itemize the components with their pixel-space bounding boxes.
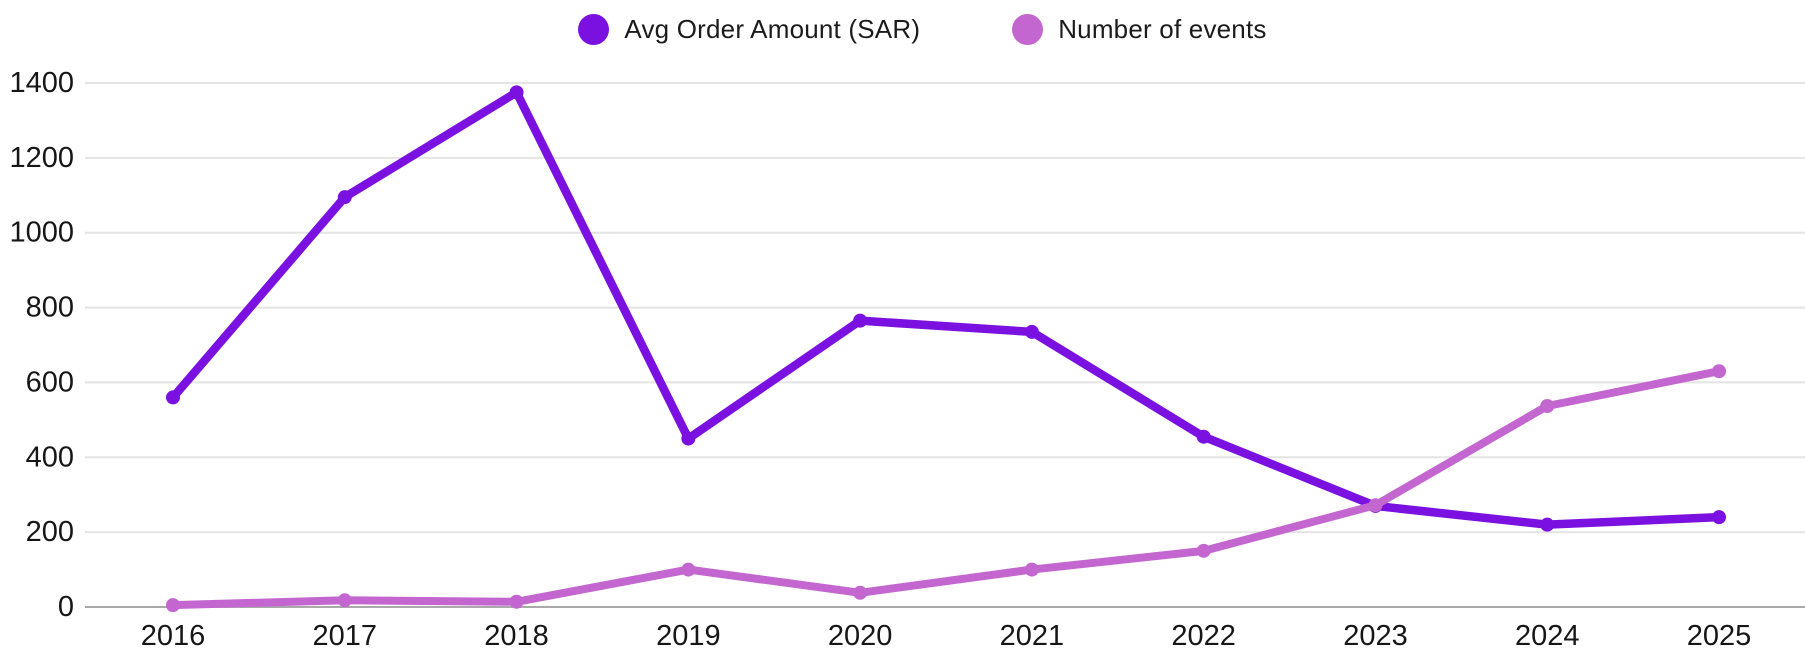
y-tick-label: 400 [26, 441, 74, 473]
data-point-1-2024[interactable] [1540, 399, 1555, 414]
data-point-0-2021[interactable] [1024, 324, 1039, 339]
y-tick-label: 1200 [9, 142, 74, 174]
data-point-0-2024[interactable] [1540, 517, 1555, 532]
series-line-0[interactable] [168, 88, 1724, 529]
data-point-0-2019[interactable] [681, 431, 696, 446]
data-point-1-2023[interactable] [1368, 498, 1383, 513]
x-tick-label: 2023 [1343, 620, 1408, 648]
data-point-1-2020[interactable] [853, 585, 868, 600]
data-point-1-2016[interactable] [166, 598, 180, 613]
data-point-0-2020[interactable] [853, 313, 868, 328]
legend-item-avg-order-amount[interactable]: Avg Order Amount (SAR) [578, 13, 921, 45]
chart-legend: Avg Order Amount (SAR) Number of events [0, 6, 1805, 52]
y-tick-label: 1000 [9, 217, 74, 249]
x-tick-label: 2016 [141, 620, 206, 648]
data-point-0-2025[interactable] [1712, 510, 1727, 525]
legend-swatch-number-of-events-icon [1012, 13, 1044, 45]
legend-item-number-of-events[interactable]: Number of events [1012, 13, 1267, 45]
x-tick-label: 2018 [484, 620, 549, 648]
data-point-1-2021[interactable] [1024, 562, 1039, 577]
y-tick-label: 800 [26, 292, 74, 324]
x-tick-label: 2020 [828, 620, 893, 648]
x-tick-label: 2025 [1687, 620, 1752, 648]
data-point-0-2016[interactable] [166, 390, 180, 405]
y-tick-label: 200 [26, 516, 74, 548]
data-point-1-2017[interactable] [337, 593, 352, 608]
data-point-0-2018[interactable] [509, 85, 524, 100]
data-point-1-2022[interactable] [1196, 543, 1211, 558]
x-tick-label: 2017 [313, 620, 378, 648]
y-tick-label: 1400 [9, 67, 74, 99]
data-point-0-2017[interactable] [337, 190, 352, 205]
x-tick-label: 2021 [1000, 620, 1065, 648]
x-tick-label: 2019 [656, 620, 721, 648]
y-tick-label: 600 [26, 366, 74, 398]
data-point-1-2025[interactable] [1712, 364, 1727, 379]
data-point-1-2018[interactable] [509, 594, 524, 609]
legend-label-avg-order-amount: Avg Order Amount (SAR) [624, 13, 921, 44]
x-tick-label: 2024 [1515, 620, 1580, 648]
y-tick-label: 0 [58, 591, 74, 623]
legend-swatch-avg-order-amount-icon [578, 13, 610, 45]
legend-label-number-of-events: Number of events [1058, 13, 1267, 44]
x-tick-label: 2022 [1171, 620, 1236, 648]
data-point-1-2019[interactable] [681, 562, 696, 577]
data-point-0-2022[interactable] [1196, 429, 1211, 444]
series-line-1[interactable] [169, 367, 1724, 610]
